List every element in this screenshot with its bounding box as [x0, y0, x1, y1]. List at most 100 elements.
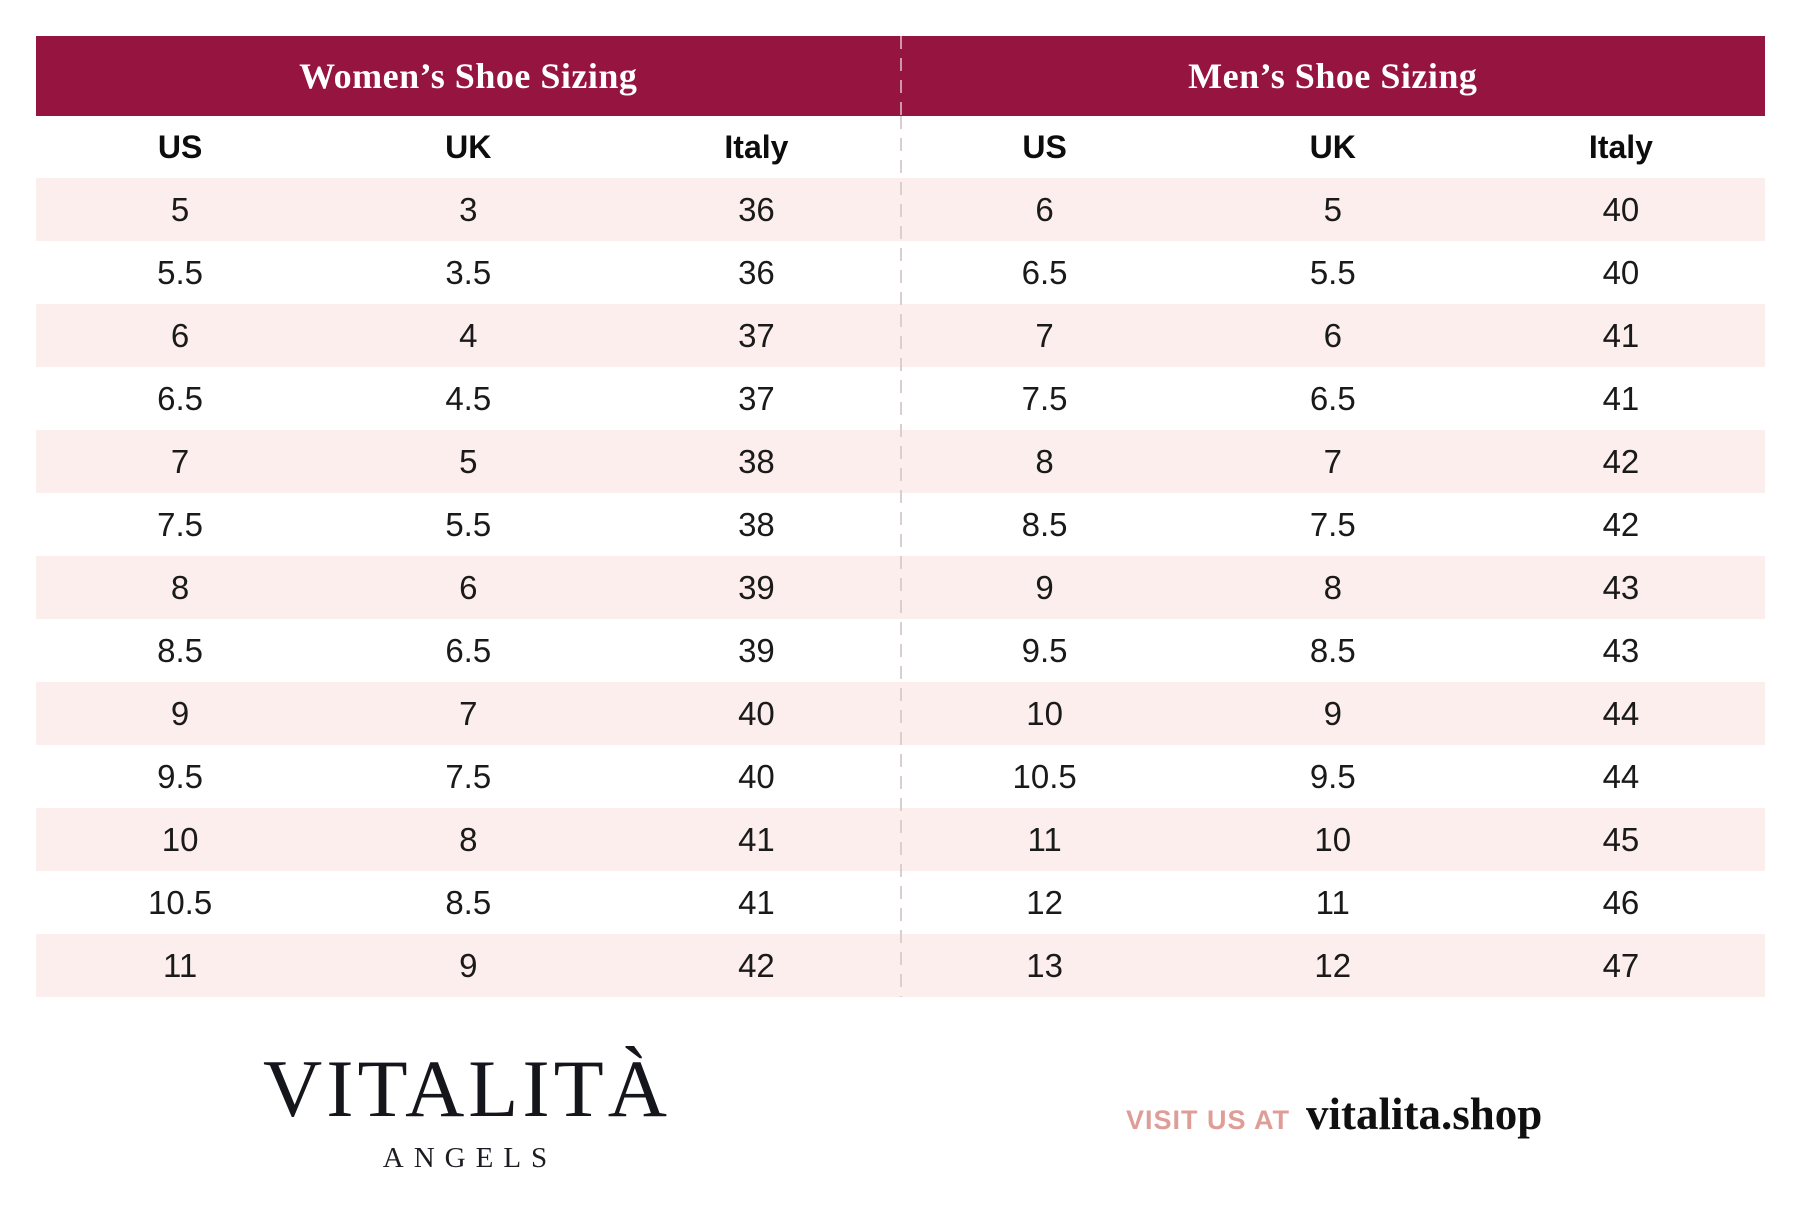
size-cell: 5 — [170, 190, 190, 228]
size-cell: 7 — [1323, 442, 1342, 480]
size-cell: 42 — [1602, 505, 1640, 543]
size-cell: 10 — [161, 820, 199, 858]
size-cell: 44 — [1602, 694, 1640, 732]
size-cell: 41 — [1602, 316, 1640, 354]
size-cell: 12 — [1026, 883, 1063, 921]
column-header: Italy — [724, 128, 789, 165]
column-header: UK — [445, 128, 492, 165]
size-cell: 13 — [1026, 946, 1063, 984]
brand-logo: VITALITÀ ANGELS — [215, 1043, 715, 1175]
size-cell: 6 — [1323, 316, 1342, 354]
shop-url[interactable]: vitalita.shop — [1306, 1089, 1543, 1139]
size-cell: 44 — [1602, 757, 1640, 795]
size-cell: 6.5 — [445, 631, 492, 669]
size-cell: 5 — [459, 442, 478, 480]
size-cell: 46 — [1602, 883, 1640, 921]
size-cell: 7.5 — [1309, 505, 1356, 543]
size-cell: 37 — [738, 316, 775, 354]
visit-us-line: VISIT US AT vitalita.shop — [1126, 1088, 1542, 1140]
size-cell: 7.5 — [445, 757, 492, 795]
size-cell: 11 — [1315, 883, 1350, 921]
size-cell: 41 — [1602, 379, 1640, 417]
size-cell: 8 — [1323, 568, 1342, 606]
men-sizing-title: Men’s Shoe Sizing — [1188, 56, 1478, 96]
size-cell: 9 — [1323, 694, 1342, 732]
size-cell: 7 — [170, 442, 190, 480]
table-row: 10.5 8.5 41 12 11 46 — [36, 871, 1765, 934]
size-cell: 5.5 — [1309, 253, 1356, 291]
size-cell: 43 — [1602, 631, 1640, 669]
size-cell: 8.5 — [445, 883, 492, 921]
size-cell: 9 — [459, 946, 478, 984]
size-cell: 8 — [459, 820, 478, 858]
size-cell: 39 — [738, 631, 775, 669]
table-row: 9.5 7.5 40 10.5 9.5 44 — [36, 745, 1765, 808]
table-row: 6.5 4.5 37 7.5 6.5 41 — [36, 367, 1765, 430]
size-cell: 7.5 — [157, 505, 204, 543]
size-cell: 6 — [170, 316, 190, 354]
size-cell: 40 — [1602, 190, 1640, 228]
size-cell: 10.5 — [1012, 757, 1077, 795]
size-cell: 6.5 — [157, 379, 204, 417]
size-cell: 9 — [170, 694, 190, 732]
dashed-divider-body — [899, 116, 902, 997]
size-cell: 37 — [738, 379, 775, 417]
size-cell: 10 — [1314, 820, 1352, 858]
size-cell: 8 — [1035, 442, 1054, 480]
size-cell: 7 — [459, 694, 478, 732]
table-row: 5.5 3.5 36 6.5 5.5 40 — [36, 241, 1765, 304]
column-header: UK — [1309, 128, 1356, 165]
size-cell: 40 — [738, 694, 775, 732]
size-cell: 5.5 — [157, 253, 204, 291]
size-cell: 41 — [738, 883, 775, 921]
size-cell: 6 — [459, 568, 478, 606]
size-cell: 3 — [459, 190, 478, 228]
size-cell: 9.5 — [1309, 757, 1356, 795]
size-cell: 9 — [1035, 568, 1054, 606]
brand-name: VITALITÀ — [263, 1043, 671, 1134]
size-cell: 10.5 — [147, 883, 213, 921]
size-cell: 47 — [1602, 946, 1640, 984]
size-cell: 11 — [1027, 820, 1062, 858]
size-cell: 4 — [459, 316, 478, 354]
size-cell: 7 — [1035, 316, 1054, 354]
brand-subtitle: ANGELS — [382, 1142, 558, 1175]
size-cell: 5 — [1323, 190, 1342, 228]
table-row: 7.5 5.5 38 8.5 7.5 42 — [36, 493, 1765, 556]
size-cell: 6.5 — [1021, 253, 1068, 291]
dashed-divider-header — [899, 36, 902, 116]
size-cell: 11 — [162, 946, 198, 984]
size-cell: 43 — [1602, 568, 1640, 606]
size-cell: 36 — [738, 253, 775, 291]
column-header: US — [1022, 128, 1067, 165]
size-cell: 7.5 — [1021, 379, 1068, 417]
size-cell: 8.5 — [1309, 631, 1356, 669]
size-cell: 9.5 — [157, 757, 204, 795]
size-cell: 9.5 — [1021, 631, 1068, 669]
size-cell: 39 — [738, 568, 775, 606]
size-cell: 8 — [170, 568, 190, 606]
size-cell: 45 — [1602, 820, 1640, 858]
size-cell: 12 — [1314, 946, 1352, 984]
size-cell: 6.5 — [1309, 379, 1356, 417]
column-header: Italy — [1588, 128, 1653, 165]
size-cell: 40 — [738, 757, 775, 795]
women-sizing-title: Women’s Shoe Sizing — [299, 56, 638, 96]
size-cell: 42 — [738, 946, 775, 984]
size-cell: 38 — [738, 505, 775, 543]
size-cell: 8.5 — [1021, 505, 1068, 543]
size-cell: 40 — [1602, 253, 1640, 291]
size-cell: 4.5 — [445, 379, 492, 417]
size-cell: 10 — [1026, 694, 1063, 732]
size-cell: 38 — [738, 442, 775, 480]
size-cell: 41 — [738, 820, 775, 858]
size-cell: 5.5 — [445, 505, 492, 543]
shoe-size-chart: Women’s Shoe Sizing Men’s Shoe Sizing US… — [36, 36, 1765, 997]
size-cell: 3.5 — [445, 253, 492, 291]
visit-us-label: VISIT US AT — [1126, 1105, 1291, 1135]
size-cell: 8.5 — [157, 631, 204, 669]
column-header: US — [157, 128, 203, 165]
size-cell: 36 — [738, 190, 775, 228]
table-row: 8.5 6.5 39 9.5 8.5 43 — [36, 619, 1765, 682]
